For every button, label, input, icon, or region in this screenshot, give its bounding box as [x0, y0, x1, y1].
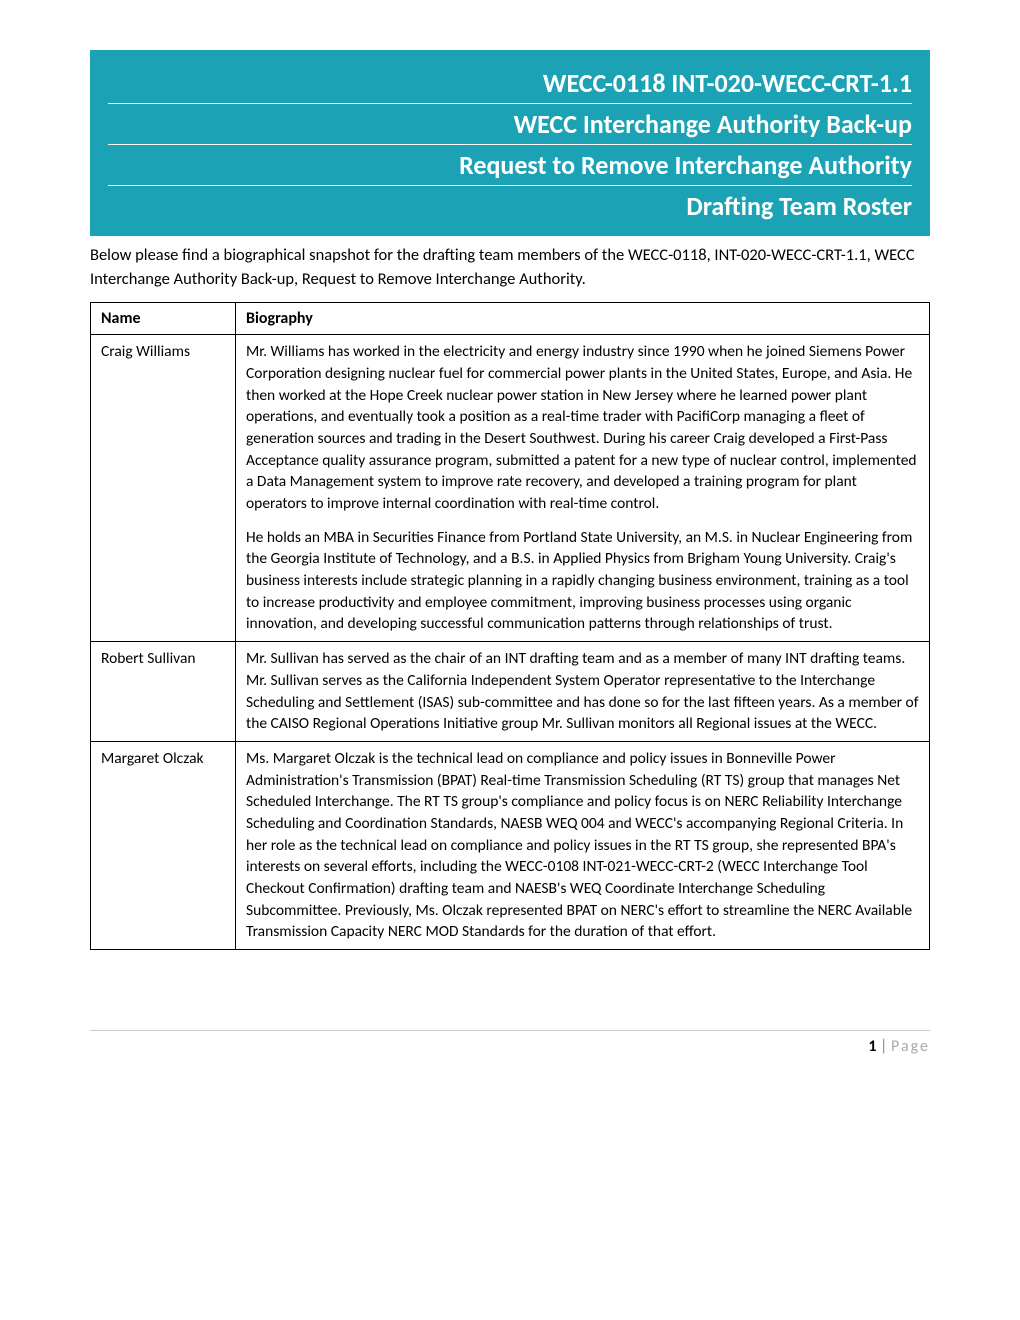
member-name: Robert Sullivan: [91, 642, 236, 742]
table-row: Robert Sullivan Mr. Sullivan has served …: [91, 642, 930, 742]
page-footer: 1 | Page: [90, 1030, 930, 1056]
footer-separator: |: [876, 1037, 891, 1056]
document-header: WECC-0118 INT-020-WECC-CRT-1.1 WECC Inte…: [90, 50, 930, 236]
header-line-3: Request to Remove Interchange Authority: [108, 148, 912, 186]
member-bio: Ms. Margaret Olczak is the technical lea…: [236, 741, 930, 949]
table-row: Craig Williams Mr. Williams has worked i…: [91, 335, 930, 642]
roster-table: Name Biography Craig Williams Mr. Willia…: [90, 302, 930, 950]
member-bio: Mr. Williams has worked in the electrici…: [236, 335, 930, 642]
member-name: Margaret Olczak: [91, 741, 236, 949]
header-name: Name: [91, 303, 236, 335]
table-header-row: Name Biography: [91, 303, 930, 335]
bio-paragraph: Mr. Williams has worked in the electrici…: [246, 341, 919, 515]
bio-paragraph: He holds an MBA in Securities Finance fr…: [246, 527, 919, 635]
bio-paragraph: Ms. Margaret Olczak is the technical lea…: [246, 748, 919, 943]
page-label: Page: [891, 1037, 930, 1056]
intro-paragraph: Below please find a biographical snapsho…: [90, 244, 930, 292]
header-bio: Biography: [236, 303, 930, 335]
bio-paragraph: Mr. Sullivan has served as the chair of …: [246, 648, 919, 735]
header-line-2: WECC Interchange Authority Back-up: [108, 107, 912, 145]
header-line-4: Drafting Team Roster: [108, 189, 912, 224]
header-line-1: WECC-0118 INT-020-WECC-CRT-1.1: [108, 66, 912, 104]
table-row: Margaret Olczak Ms. Margaret Olczak is t…: [91, 741, 930, 949]
member-bio: Mr. Sullivan has served as the chair of …: [236, 642, 930, 742]
member-name: Craig Williams: [91, 335, 236, 642]
header-title-block: WECC-0118 INT-020-WECC-CRT-1.1 WECC Inte…: [108, 66, 912, 224]
